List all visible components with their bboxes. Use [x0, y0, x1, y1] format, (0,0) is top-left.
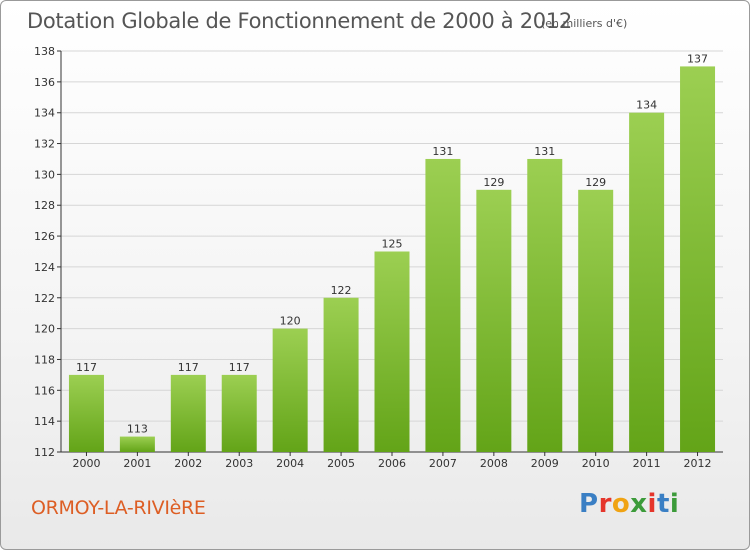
data-label: 120 — [280, 315, 301, 328]
x-tick-label: 2007 — [429, 457, 457, 470]
x-tick-label: 2009 — [531, 457, 559, 470]
commune-name: ORMOY-LA-RIVIèRE — [31, 497, 206, 519]
x-tick-label: 2005 — [327, 457, 355, 470]
bar — [680, 66, 716, 452]
bar — [68, 374, 104, 452]
y-tick-label: 112 — [34, 446, 55, 459]
y-tick-label: 138 — [34, 45, 55, 58]
data-label: 117 — [76, 361, 97, 374]
y-tick-label: 120 — [34, 323, 55, 336]
bar — [170, 374, 206, 452]
x-tick-label: 2003 — [225, 457, 253, 470]
y-tick-label: 136 — [34, 76, 55, 89]
data-label: 131 — [432, 145, 453, 158]
y-tick-label: 126 — [34, 230, 55, 243]
x-tick-label: 2011 — [633, 457, 661, 470]
y-tick-label: 132 — [34, 138, 55, 151]
x-tick-label: 2000 — [72, 457, 100, 470]
logo-letter: o — [611, 489, 631, 519]
data-label: 134 — [636, 99, 657, 112]
bar — [272, 328, 308, 452]
logo-letter: i — [647, 489, 657, 519]
data-label: 117 — [178, 361, 199, 374]
bar — [221, 374, 257, 452]
data-label: 122 — [331, 284, 352, 297]
x-tick-label: 2006 — [378, 457, 406, 470]
logo-letter: i — [669, 489, 680, 519]
x-tick-label: 2001 — [123, 457, 151, 470]
data-label: 129 — [585, 176, 606, 189]
x-tick-label: 2004 — [276, 457, 304, 470]
y-tick-label: 114 — [34, 415, 55, 428]
x-tick-label: 2010 — [582, 457, 610, 470]
y-tick-label: 134 — [34, 107, 55, 120]
y-tick-label: 124 — [34, 261, 55, 274]
x-tick-label: 2012 — [684, 457, 712, 470]
y-tick-label: 118 — [34, 353, 55, 366]
logo-letter: r — [598, 489, 612, 519]
y-tick-label: 128 — [34, 199, 55, 212]
chart-title: Dotation Globale de Fonctionnement de 20… — [27, 9, 572, 33]
proxiti-logo: Proxiti — [579, 489, 679, 519]
x-tick-label: 2008 — [480, 457, 508, 470]
y-tick-label: 122 — [34, 292, 55, 305]
bar — [323, 297, 359, 452]
bar — [119, 436, 155, 452]
data-label: 113 — [127, 423, 148, 436]
data-label: 131 — [534, 145, 555, 158]
bar — [629, 112, 665, 452]
bar — [527, 158, 563, 452]
chart-subtitle: (en milliers d'€) — [541, 17, 628, 30]
y-tick-label: 130 — [34, 168, 55, 181]
data-label: 137 — [687, 52, 708, 65]
bar — [476, 189, 512, 453]
logo-letter: t — [656, 489, 670, 519]
data-label: 117 — [229, 361, 250, 374]
data-label: 129 — [483, 176, 504, 189]
logo-letter: P — [579, 489, 599, 519]
x-tick-label: 2002 — [174, 457, 202, 470]
y-tick-label: 116 — [34, 384, 55, 397]
bar — [374, 251, 410, 452]
data-label: 125 — [382, 238, 403, 251]
logo-letter: x — [630, 489, 648, 519]
bar — [425, 158, 461, 452]
bar — [578, 189, 614, 453]
